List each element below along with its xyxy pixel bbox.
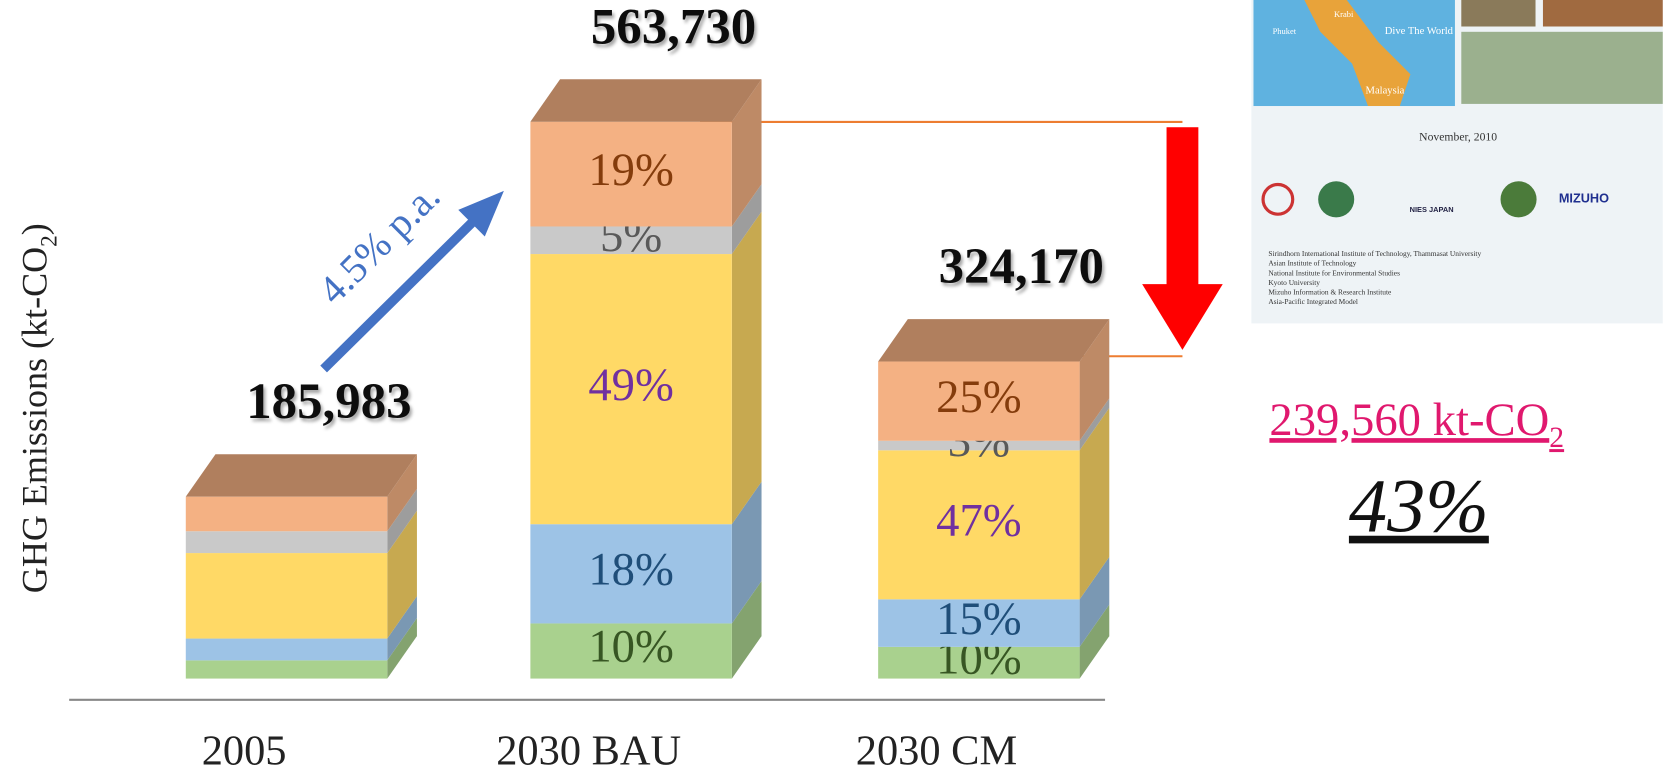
reduction-arrow-head	[1142, 284, 1223, 350]
bar-segment	[878, 361, 1080, 441]
photo	[1461, 31, 1663, 104]
logo	[1261, 182, 1295, 216]
segment-label: 15%	[936, 593, 1021, 645]
total-label: 324,170	[939, 239, 1104, 295]
bar-segment	[530, 254, 732, 525]
total-label: 563,730	[591, 0, 756, 55]
institution: Asian Institute of Technology	[1268, 259, 1356, 268]
segment-label: 19%	[588, 144, 674, 196]
bar-segment	[878, 450, 1080, 600]
bar-side	[387, 510, 417, 639]
bar-segment	[185, 660, 388, 679]
segment-label: 49%	[588, 359, 674, 411]
segment-label: 25%	[936, 371, 1021, 423]
logo	[1318, 181, 1355, 218]
institution: Asia-Pacific Integrated Model	[1268, 297, 1358, 306]
bar-segment	[530, 121, 732, 227]
bar-side	[1079, 556, 1110, 647]
segment-label: 10%	[588, 621, 674, 673]
segment-label: 47%	[936, 495, 1021, 547]
bar-side	[1079, 604, 1110, 679]
bar-side	[1079, 407, 1110, 600]
segment-label: 18%	[588, 544, 674, 596]
reduction-share: 43%	[1349, 464, 1489, 549]
cover-date: November, 2010	[1419, 131, 1497, 144]
growth-arrow	[320, 208, 487, 373]
map-label: Phuket	[1273, 26, 1297, 36]
logo	[1500, 181, 1537, 218]
institution: Mizuho Information & Research Institute	[1268, 287, 1392, 296]
photo	[1461, 0, 1536, 27]
bar-side	[1079, 319, 1110, 441]
map-land	[1304, 0, 1411, 107]
reduction-arrow	[1166, 127, 1199, 287]
bar-top	[185, 454, 417, 497]
growth-arrow-head	[458, 190, 504, 237]
map-label: Dive The World	[1385, 26, 1454, 37]
total-label: 185,983	[246, 374, 411, 430]
institution: Sirindhorn International Institute of Te…	[1268, 249, 1481, 258]
logo-text: MIZUHO	[1559, 191, 1609, 206]
bar-segment	[878, 440, 1080, 451]
bar-segment	[878, 646, 1080, 679]
bar-side	[731, 211, 762, 525]
bar-side	[387, 454, 417, 532]
bar-segment	[878, 599, 1080, 647]
bar-side	[731, 481, 762, 624]
bar-segment	[530, 226, 732, 255]
institution-list: Sirindhorn International Institute of Te…	[1268, 249, 1481, 306]
bar-segment	[530, 623, 732, 679]
bar-segment	[185, 496, 388, 532]
reduction-subscript: 2	[1549, 422, 1564, 454]
bar-side	[387, 488, 417, 554]
y-axis-label: GHG Emissions (kt-CO2)	[15, 223, 63, 593]
bar-segment	[185, 531, 388, 554]
institution: Kyoto University	[1268, 278, 1320, 287]
map-label: Krabi	[1334, 9, 1354, 19]
logo-text: NIES JAPAN	[1410, 205, 1454, 214]
bar-top	[878, 319, 1110, 362]
bar-top	[530, 79, 762, 122]
bar-segment	[530, 524, 732, 624]
y-label-subscript: 2	[37, 235, 63, 247]
bar-segment	[185, 553, 388, 639]
reduction-amount: 239,560 kt-CO2	[1269, 394, 1564, 454]
x-tick-label: 2005	[202, 728, 287, 774]
bar-side	[731, 184, 762, 255]
bar-side	[731, 581, 762, 679]
y-label-text: )	[15, 223, 55, 235]
map-label: Malaysia	[1366, 86, 1405, 97]
reduction-text: 239,560 kt-CO	[1269, 394, 1549, 446]
x-tick-label: 2030 BAU	[496, 728, 681, 774]
x-tick-label: 2030 CM	[856, 728, 1017, 774]
growth-annotation: 4.5% p.a.	[309, 173, 448, 312]
photo	[1542, 0, 1663, 27]
bar-side	[387, 596, 417, 661]
bar-side	[387, 617, 417, 679]
report-cover: Dive The World Malaysia Krabi Phuket Nov…	[1251, 0, 1663, 324]
y-label-text: GHG Emissions (kt-CO	[15, 247, 55, 593]
bar-side	[731, 79, 762, 227]
institution: National Institute for Environmental Stu…	[1268, 268, 1400, 277]
bar-side	[1079, 398, 1110, 451]
bar-segment	[185, 638, 388, 661]
